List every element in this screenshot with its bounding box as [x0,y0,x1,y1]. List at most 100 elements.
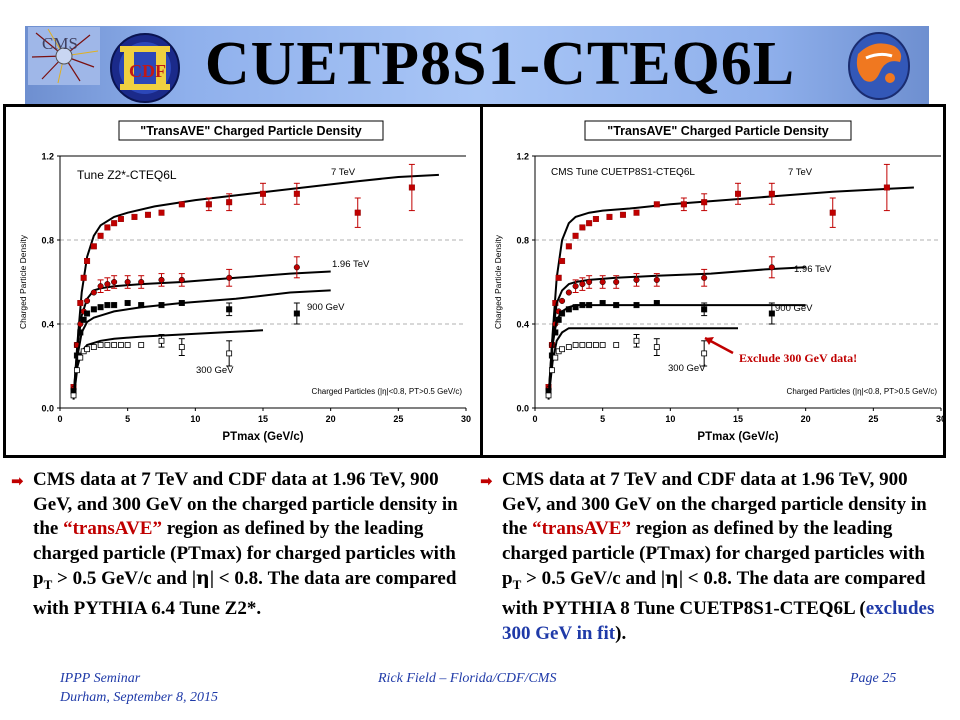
annotation-arrowhead [705,337,714,345]
data-point [572,342,579,348]
data-point [559,297,566,304]
data-point [579,224,586,231]
series-label: 7 TeV [331,167,356,178]
data-point [77,354,84,361]
curve-1.96-tev [547,266,806,398]
right-bullet-text-4: | < 0.8. The data are compared with PYTH… [502,568,926,620]
data-point [599,278,606,286]
data-point [586,220,593,227]
series-label: 300 GeV [196,365,234,376]
footer-page: Page 25 [850,671,897,686]
data-point [619,211,626,218]
x-tick-label: 5 [600,414,605,424]
data-point [883,184,890,191]
data-point [90,289,97,296]
data-point [606,213,613,220]
data-point [555,274,562,281]
cms-logo-text: CMS [42,34,78,53]
data-point [90,306,97,313]
left-bullet-eta: η [196,567,210,589]
data-point [680,201,687,208]
series-label: 1.96 TeV [332,259,370,270]
y-axis-label: Charged Particle Density [18,234,28,329]
data-point [555,316,562,323]
data-point [97,232,104,239]
arrow-bullet-icon: ➡ [11,472,24,490]
data-point [633,337,640,344]
data-point [592,215,599,222]
x-tick-label: 15 [258,414,268,424]
data-point [633,302,640,309]
data-point [104,302,111,309]
y-tick-label: 0.0 [41,404,54,414]
left-bullet-text-4: | < 0.8. The data are compared with PYTH… [33,568,457,620]
data-point [104,342,111,348]
data-point [593,342,599,348]
data-point [579,281,586,288]
left-bullet-text-1: CMS data at 7 TeV and CDF data at 1.96 T… [33,469,458,539]
left-bullet-text-2: region as defined by the leading charged… [33,518,456,589]
data-point [138,302,145,309]
annotation-text: Exclude 300 GeV data! [739,351,857,365]
x-tick-label: 5 [125,414,130,424]
data-point [559,346,565,353]
data-point [768,264,775,271]
x-tick-label: 15 [733,414,743,424]
data-point [131,213,138,220]
series-label: 900 GeV [307,302,345,313]
series-label: 300 GeV [668,363,706,374]
data-point [205,201,212,208]
x-tick-label: 25 [868,414,878,424]
curve-300-gev [547,327,738,400]
chart-title: "TransAVE" Charged Particle Density [140,124,361,138]
data-point [734,190,741,197]
data-point [111,302,118,309]
florida-logo [848,32,910,100]
chart-title-box [118,120,384,141]
data-point [565,344,572,351]
data-point [572,232,579,239]
data-point [354,209,361,216]
data-point [226,274,233,281]
x-tick-label: 30 [936,414,943,424]
data-point [829,209,836,216]
data-point [111,220,118,227]
y-axis-label: Charged Particle Density [493,234,503,329]
data-point [158,337,165,344]
arrow-bullet-icon: ➡ [480,472,493,490]
data-point [144,211,151,218]
data-point [586,278,593,286]
right-bullet-transave: “transAVE” [532,518,631,539]
data-point [118,342,124,348]
data-point [178,344,185,351]
data-point [97,304,104,311]
left-bullet-transave: “transAVE” [63,518,162,539]
data-point [586,342,593,348]
cdf-logo-text: CDF [129,61,166,81]
data-point [552,329,559,336]
curve-1.96-tev [72,270,331,398]
curve-7-tev [547,186,914,398]
data-point [552,299,559,306]
data-point [158,276,165,283]
data-point [701,199,708,206]
data-point [293,190,300,197]
left-bullet-text-3: > 0.5 GeV/c and | [52,568,197,589]
data-point [124,278,131,286]
data-point [768,310,775,317]
right-bullet-text-2: region as defined by the leading charged… [502,518,925,589]
left-bullet-sub: T [43,576,53,592]
data-point [653,276,660,283]
data-point [559,310,566,317]
right-bullet-text-1: CMS data at 7 TeV and CDF data at 1.96 T… [502,469,927,539]
data-point [111,278,118,286]
data-point [599,299,606,306]
chart-title: "TransAVE" Charged Particle Density [607,124,828,138]
data-point [74,367,80,374]
data-point [293,264,300,271]
data-point [226,350,233,357]
data-point [158,302,165,309]
chart-left-frame: "TransAVE" Charged Particle Density 0.0 0.… [3,104,483,458]
y-tick-label: 0.4 [516,320,529,330]
cms-logo: CMS [28,27,100,85]
